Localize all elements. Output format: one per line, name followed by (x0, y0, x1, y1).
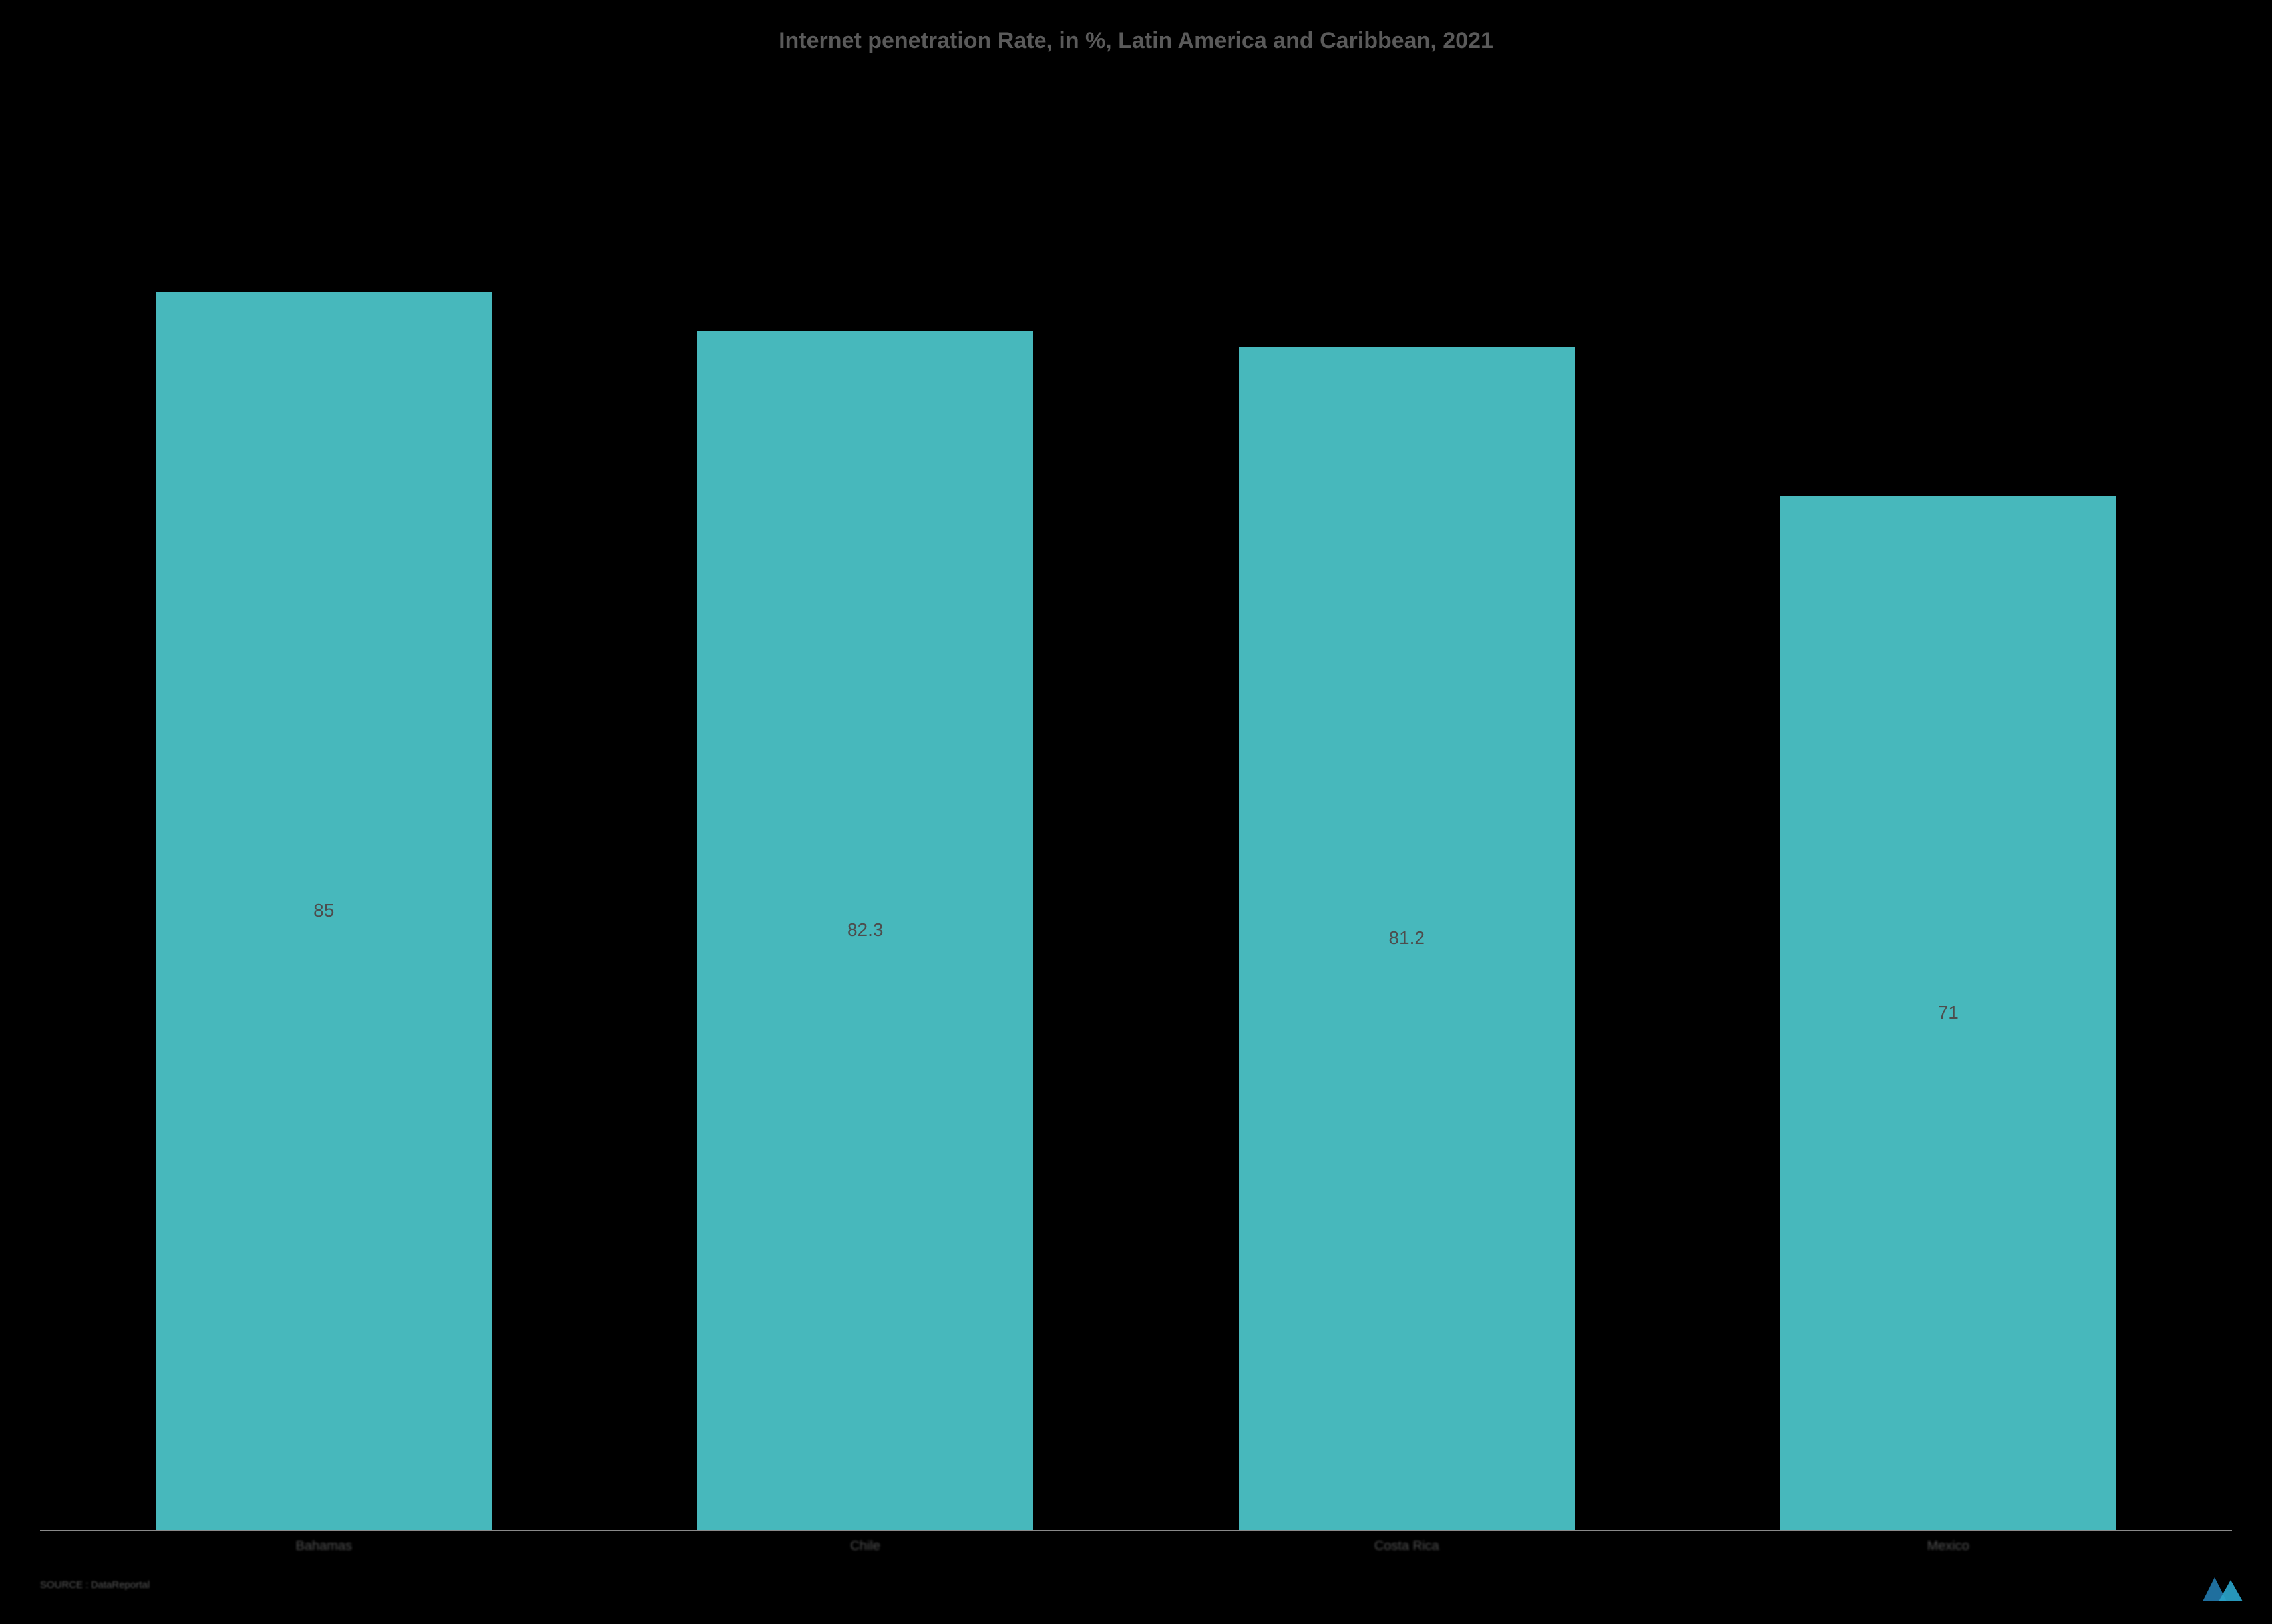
source-attribution: SOURCE : DataReportal (40, 1579, 2232, 1591)
bar-value-label: 82.3 (847, 919, 884, 941)
bar-column: 81.2 (1136, 74, 1678, 1530)
bar: 85 (156, 292, 492, 1530)
chart-title: Internet penetration Rate, in %, Latin A… (779, 27, 1493, 55)
bar: 71 (1780, 496, 2116, 1530)
bar-column: 82.3 (595, 74, 1137, 1530)
x-axis-category-label: Bahamas (53, 1539, 595, 1554)
x-axis-category-label: Mexico (1678, 1539, 2219, 1554)
bar-value-label: 71 (1938, 1002, 1959, 1023)
x-axis-category-label: Costa Rica (1136, 1539, 1678, 1554)
x-axis-category-label: Chile (595, 1539, 1137, 1554)
bar-value-label: 81.2 (1388, 927, 1425, 949)
brand-logo-icon (2199, 1572, 2245, 1604)
bar-plot-area: 85 82.3 81.2 71 (40, 74, 2232, 1532)
bar: 81.2 (1239, 347, 1575, 1530)
bar-column: 85 (53, 74, 595, 1530)
bar-column: 71 (1678, 74, 2219, 1530)
x-axis-labels: BahamasChileCosta RicaMexico (40, 1531, 2232, 1554)
bar: 82.3 (697, 331, 1033, 1530)
chart-frame: Internet penetration Rate, in %, Latin A… (0, 0, 2272, 1624)
bar-value-label: 85 (313, 900, 334, 921)
